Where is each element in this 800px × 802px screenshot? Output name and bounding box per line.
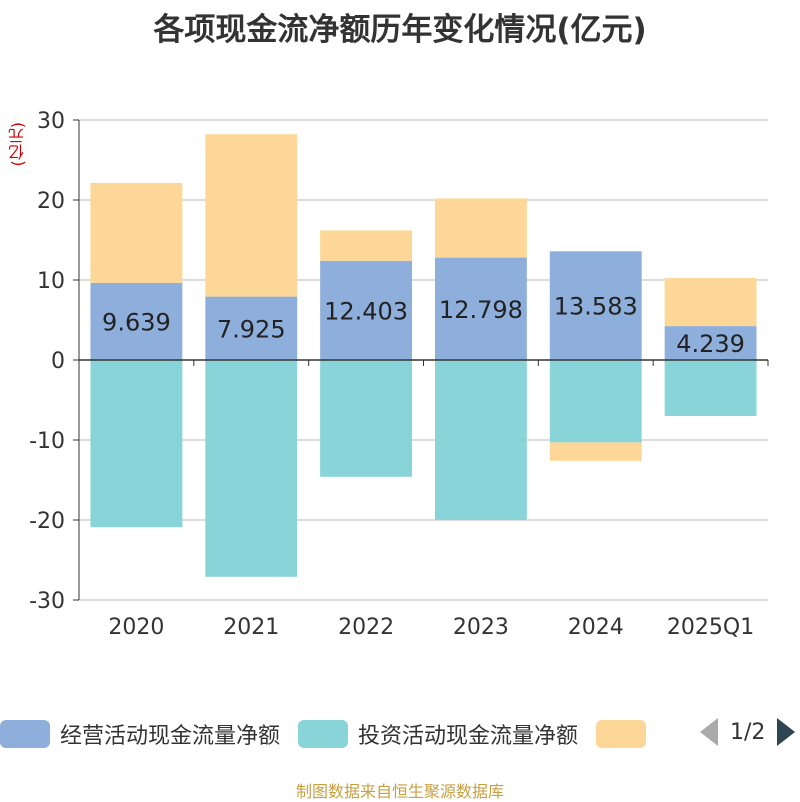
y-tick-label: 20 [37, 189, 65, 214]
bar-operating-2023 [434, 257, 527, 360]
bar-operating-2021 [205, 296, 298, 360]
data-label: 12.403 [324, 297, 408, 325]
bar-operating-2022 [320, 260, 413, 360]
y-tick-label: 0 [51, 349, 65, 374]
bar-investing-2022 [320, 360, 413, 477]
bar-investing-2024 [549, 360, 642, 443]
data-label: 12.798 [439, 296, 523, 324]
legend-next-arrow-icon[interactable] [777, 718, 796, 746]
bar-operating-2020 [90, 282, 183, 360]
legend-item-operating[interactable]: 经营活动现金流量净额 [0, 718, 280, 750]
x-tick-label: 2024 [568, 615, 624, 640]
x-tick-label: 2020 [108, 615, 164, 640]
bar-third-2023 [434, 198, 527, 258]
bar-investing-2021 [205, 360, 298, 577]
y-tick-label: -20 [29, 509, 65, 534]
legend-item-investing[interactable]: 投资活动现金流量净额 [298, 718, 578, 750]
source-note: 制图数据来自恒生聚源数据库 [295, 782, 504, 801]
chart-area: -30 -20 -10 0 10 20 30 9.639 2020 7.925 2021 12.403… [29, 109, 769, 640]
data-label: 7.925 [217, 315, 286, 343]
data-label: 4.239 [676, 330, 745, 358]
legend-prev-arrow-icon[interactable] [700, 718, 718, 746]
x-tick-label: 2025Q1 [667, 615, 754, 640]
y-tick-label: 30 [37, 109, 65, 134]
legend-label-investing: 投资活动现金流量净额 [358, 724, 579, 749]
bar-third-2024 [549, 442, 642, 461]
x-tick-label: 2022 [338, 615, 394, 640]
bar-operating-2024 [549, 251, 642, 360]
data-label: 13.583 [554, 293, 638, 321]
legend-page-indicator: 1/2 [730, 719, 766, 745]
legend: 经营活动现金流量净额 投资活动现金流量净额 [0, 716, 674, 752]
y-tick-label: -10 [29, 429, 65, 454]
y-tick-label: 10 [37, 269, 65, 294]
x-tick-label: 2021 [223, 615, 279, 640]
bar-third-2025Q1 [664, 278, 757, 327]
legend-label-operating: 经营活动现金流量净额 [60, 724, 281, 749]
bar-investing-2020 [90, 360, 183, 528]
bar-third-2020 [90, 182, 183, 283]
bar-third-2022 [320, 230, 413, 261]
x-tick-label: 2023 [453, 615, 509, 640]
legend-swatch-investing [298, 720, 349, 748]
data-label: 9.639 [102, 308, 171, 336]
legend-pager: 1/2 [700, 718, 796, 746]
legend-swatch-operating [0, 720, 50, 748]
legend-swatch-third [596, 720, 647, 748]
bar-third-2021 [205, 134, 298, 297]
legend-item-third[interactable] [596, 720, 656, 748]
chart-title: 各项现金流净额历年变化情况(亿元) [153, 12, 647, 48]
bar-operating-2025Q1 [664, 326, 757, 360]
y-tick-label: -30 [29, 589, 65, 614]
bar-investing-2025Q1 [664, 360, 757, 416]
bar-investing-2023 [434, 360, 527, 520]
